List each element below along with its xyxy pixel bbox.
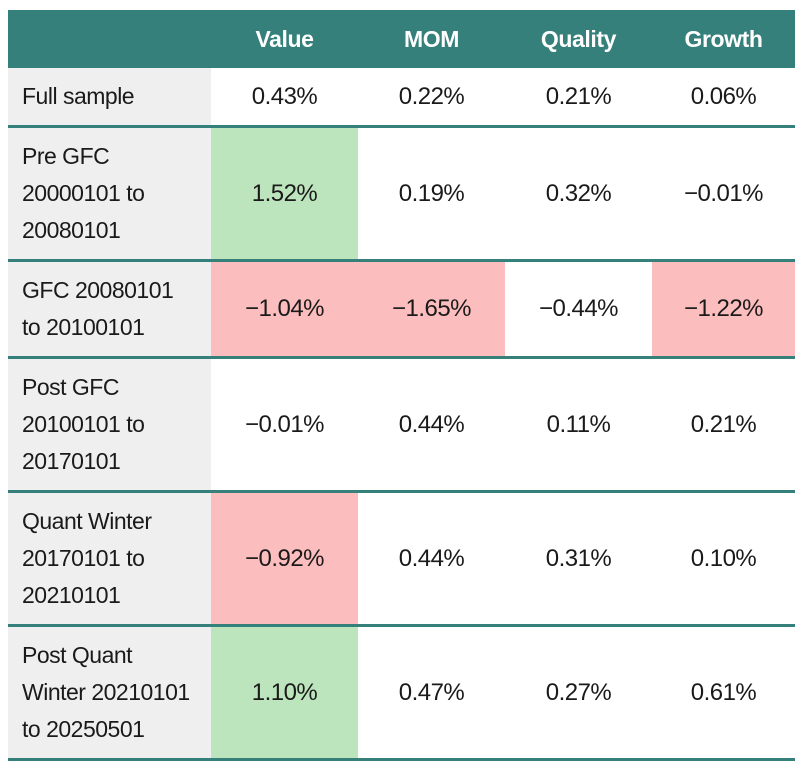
cell-mom: 0.44% — [358, 491, 505, 626]
cell-mom: −1.65% — [358, 260, 505, 358]
column-header-period — [8, 10, 211, 68]
cell-quality: 0.31% — [505, 491, 652, 626]
cell-quality: 0.27% — [505, 625, 652, 760]
cell-value: −0.01% — [211, 357, 358, 492]
column-header-quality: Quality — [505, 10, 652, 68]
cell-growth: 0.06% — [652, 68, 795, 127]
cell-value: 1.10% — [211, 625, 358, 760]
table-row-quant-winter: Quant Winter 20170101 to 20210101 −0.92%… — [8, 491, 795, 626]
column-header-value: Value — [211, 10, 358, 68]
column-header-growth: Growth — [652, 10, 795, 68]
cell-value: 0.43% — [211, 68, 358, 127]
cell-quality: 0.11% — [505, 357, 652, 492]
cell-growth: 0.61% — [652, 625, 795, 760]
row-label: Pre GFC 20000101 to 20080101 — [8, 126, 211, 261]
cell-mom: 0.22% — [358, 68, 505, 127]
cell-quality: 0.21% — [505, 68, 652, 127]
cell-quality: 0.32% — [505, 126, 652, 261]
row-label: Full sample — [8, 68, 211, 127]
cell-value: −1.04% — [211, 260, 358, 358]
row-label: Post GFC 20100101 to 20170101 — [8, 357, 211, 492]
row-label: Quant Winter 20170101 to 20210101 — [8, 491, 211, 626]
cell-growth: 0.10% — [652, 491, 795, 626]
cell-mom: 0.47% — [358, 625, 505, 760]
table-row-pre-gfc: Pre GFC 20000101 to 20080101 1.52% 0.19%… — [8, 126, 795, 261]
cell-value: 1.52% — [211, 126, 358, 261]
column-header-mom: MOM — [358, 10, 505, 68]
row-label: GFC 20080101 to 20100101 — [8, 260, 211, 358]
factor-returns-table: Value MOM Quality Growth Full sample 0.4… — [8, 10, 795, 761]
cell-mom: 0.19% — [358, 126, 505, 261]
table-row-gfc: GFC 20080101 to 20100101 −1.04% −1.65% −… — [8, 260, 795, 358]
cell-value: −0.92% — [211, 491, 358, 626]
factor-returns-table-grid: Value MOM Quality Growth Full sample 0.4… — [8, 10, 795, 761]
cell-mom: 0.44% — [358, 357, 505, 492]
table-header-row: Value MOM Quality Growth — [8, 10, 795, 68]
cell-growth: −1.22% — [652, 260, 795, 358]
cell-growth: 0.21% — [652, 357, 795, 492]
table-row-full-sample: Full sample 0.43% 0.22% 0.21% 0.06% — [8, 68, 795, 127]
table-row-post-gfc: Post GFC 20100101 to 20170101 −0.01% 0.4… — [8, 357, 795, 492]
cell-growth: −0.01% — [652, 126, 795, 261]
table-row-post-quant-winter: Post Quant Winter 20210101 to 20250501 1… — [8, 625, 795, 760]
row-label: Post Quant Winter 20210101 to 20250501 — [8, 625, 211, 760]
cell-quality: −0.44% — [505, 260, 652, 358]
